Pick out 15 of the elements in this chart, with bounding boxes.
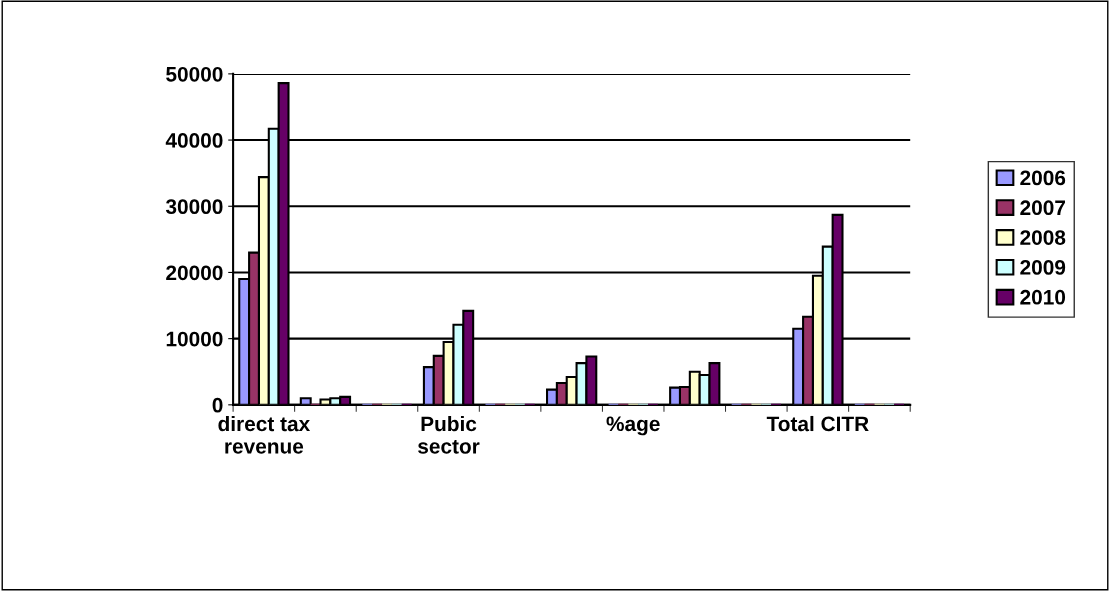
legend-label: 2008 (1020, 230, 1066, 245)
x-tick-label: Total CITR (766, 415, 869, 432)
y-tick-label: 40000 (165, 133, 223, 148)
legend-label: 2010 (1020, 289, 1066, 305)
legend-label: 2009 (1020, 260, 1066, 275)
legend-label: 2007 (1020, 200, 1066, 216)
x-tick-label: %age (606, 416, 660, 436)
y-tick-label: 20000 (166, 265, 223, 281)
y-tick-label: 30000 (165, 199, 223, 215)
y-tick-label: 50000 (166, 66, 223, 82)
x-tick-label: Pubic sector (418, 415, 480, 454)
legend-label: 2006 (1020, 170, 1066, 186)
y-tick-label: 10000 (166, 331, 223, 347)
y-tick-label: 0 (212, 397, 223, 413)
x-tick-label: direct tax revenue (218, 415, 311, 454)
